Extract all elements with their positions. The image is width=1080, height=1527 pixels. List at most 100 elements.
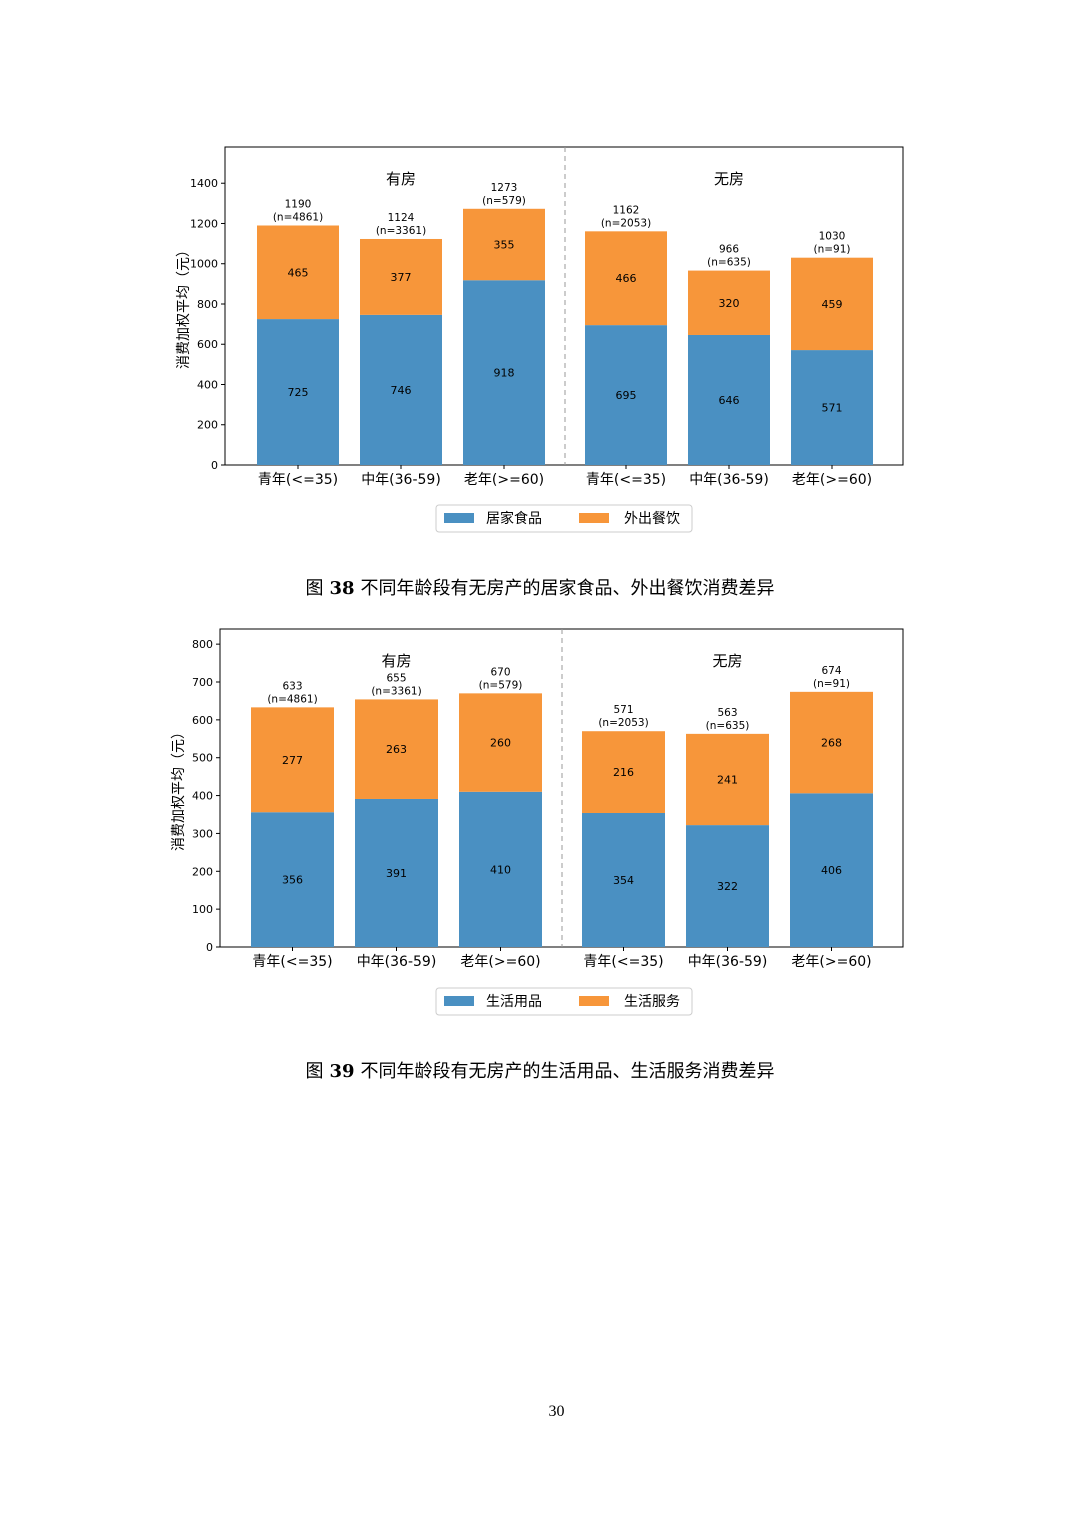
- group-title: 有房: [386, 170, 416, 188]
- bar-n-label: (n=635): [706, 720, 750, 732]
- bar-top-value-label: 268: [821, 737, 842, 750]
- figure-caption-38: 图 38 不同年龄段有无房产的居家食品、外出餐饮消费差异: [0, 574, 1080, 600]
- bar-top-value-label: 377: [391, 271, 412, 284]
- bar-top-segment: [251, 707, 334, 813]
- bar-n-label: (n=3361): [371, 685, 421, 697]
- legend-box: [435, 987, 693, 1016]
- bar-n-label: (n=579): [479, 679, 523, 691]
- bar-bottom-segment: [585, 325, 667, 465]
- bar-top-value-label: 355: [494, 239, 515, 252]
- bar-top-segment: [459, 693, 542, 792]
- bar-total-label: 1273: [491, 182, 518, 194]
- bar-bottom-value-label: 322: [717, 880, 738, 893]
- bar-top-value-label: 260: [490, 737, 511, 750]
- bar-total-label: 1190: [285, 198, 312, 210]
- bar-top-segment: [355, 699, 438, 799]
- bar-top-value-label: 263: [386, 743, 407, 756]
- bar-n-label: (n=4861): [273, 211, 323, 223]
- bar-total-label: 674: [821, 665, 841, 677]
- bar-bottom-value-label: 725: [288, 386, 309, 399]
- bar-top-value-label: 466: [616, 272, 637, 285]
- group-title: 无房: [712, 652, 742, 670]
- legend-label-bottom: 生活用品: [486, 994, 542, 1010]
- page-number: 30: [548, 1403, 565, 1420]
- bar-bottom-value-label: 391: [386, 867, 407, 880]
- x-tick-label: 老年(>=60): [792, 472, 872, 488]
- bar-top-segment: [790, 691, 873, 794]
- bar-top-segment: [585, 231, 667, 326]
- y-tick-label: 1000: [190, 258, 218, 271]
- bar-top-segment: [582, 731, 665, 813]
- bar-n-label: (n=2053): [598, 717, 648, 729]
- bar-top-segment: [463, 208, 545, 281]
- legend-label-top: 生活服务: [624, 994, 680, 1010]
- bar-n-label: (n=4861): [267, 693, 317, 705]
- caption-number: 39: [329, 1061, 355, 1082]
- y-tick-label: 600: [192, 714, 213, 727]
- bar-top-value-label: 465: [288, 266, 309, 279]
- bar-top-value-label: 277: [282, 754, 303, 767]
- x-tick-label: 青年(<=35): [252, 954, 332, 970]
- bar-n-label: (n=579): [482, 195, 526, 207]
- bar-top-segment: [360, 238, 442, 315]
- y-tick-label: 1200: [190, 217, 218, 230]
- caption-prefix: 图: [305, 1061, 324, 1082]
- bar-total-label: 1030: [819, 231, 846, 243]
- legend-label-bottom: 居家食品: [486, 510, 542, 527]
- caption-prefix: 图: [305, 578, 324, 599]
- bar-total-label: 571: [613, 704, 633, 716]
- legend-swatch-top: [579, 513, 609, 523]
- bar-bottom-segment: [360, 314, 442, 465]
- bar-bottom-value-label: 356: [282, 874, 303, 887]
- bar-total-label: 670: [490, 666, 510, 678]
- bar-bottom-segment: [459, 791, 542, 947]
- bar-bottom-segment: [582, 812, 665, 947]
- y-axis-label: 消费加权平均（元）: [171, 725, 187, 851]
- caption-text: 不同年龄段有无房产的居家食品、外出餐饮消费差异: [360, 578, 775, 599]
- y-tick-label: 600: [197, 338, 218, 351]
- bar-top-value-label: 241: [717, 773, 738, 786]
- y-tick-label: 700: [192, 676, 213, 689]
- legend-swatch-top: [579, 996, 609, 1006]
- y-axis-label: 消费加权平均（元）: [176, 243, 192, 369]
- bar-n-label: (n=635): [707, 257, 751, 269]
- bar-bottom-segment: [790, 793, 873, 947]
- legend-swatch-bottom: [444, 996, 474, 1006]
- bar-top-segment: [686, 733, 769, 826]
- y-tick-label: 400: [192, 790, 213, 803]
- bar-total-label: 1124: [388, 212, 415, 224]
- bar-bottom-value-label: 406: [821, 864, 842, 877]
- bar-top-segment: [791, 257, 873, 351]
- bar-n-label: (n=91): [813, 244, 850, 256]
- x-tick-label: 老年(>=60): [791, 954, 871, 970]
- bar-bottom-segment: [257, 319, 339, 465]
- bar-total-label: 1162: [613, 204, 640, 216]
- bar-bottom-segment: [251, 812, 334, 947]
- bar-bottom-value-label: 410: [490, 863, 511, 876]
- bar-bottom-segment: [463, 280, 545, 465]
- caption-text: 不同年龄段有无房产的生活用品、生活服务消费差异: [360, 1061, 775, 1082]
- x-tick-label: 老年(>=60): [460, 954, 540, 970]
- bar-bottom-segment: [355, 798, 438, 947]
- bar-top-value-label: 216: [613, 766, 634, 779]
- bar-n-label: (n=2053): [601, 217, 651, 229]
- bar-total-label: 655: [386, 672, 406, 684]
- y-tick-label: 200: [197, 419, 218, 432]
- bar-top-value-label: 459: [822, 298, 843, 311]
- bar-bottom-value-label: 746: [391, 384, 412, 397]
- bar-n-label: (n=91): [813, 678, 850, 690]
- bar-bottom-segment: [688, 334, 770, 465]
- bar-total-label: 563: [717, 707, 737, 719]
- legend-box: [435, 504, 693, 533]
- y-tick-label: 0: [211, 459, 218, 472]
- bar-total-label: 966: [719, 244, 739, 256]
- bar-bottom-value-label: 354: [613, 874, 634, 887]
- y-tick-label: 800: [197, 298, 218, 311]
- y-tick-label: 0: [206, 941, 213, 954]
- x-tick-label: 中年(36-59): [689, 472, 769, 488]
- stacked-bar-chart-daily: 0 100 200 300 400 500 600 700 800 消费加权平均（元） 有房 356 2…: [171, 628, 904, 1016]
- y-tick-label: 200: [192, 865, 213, 878]
- bar-bottom-value-label: 571: [822, 402, 843, 415]
- bar-bottom-segment: [791, 350, 873, 465]
- group-title: 有房: [381, 652, 411, 670]
